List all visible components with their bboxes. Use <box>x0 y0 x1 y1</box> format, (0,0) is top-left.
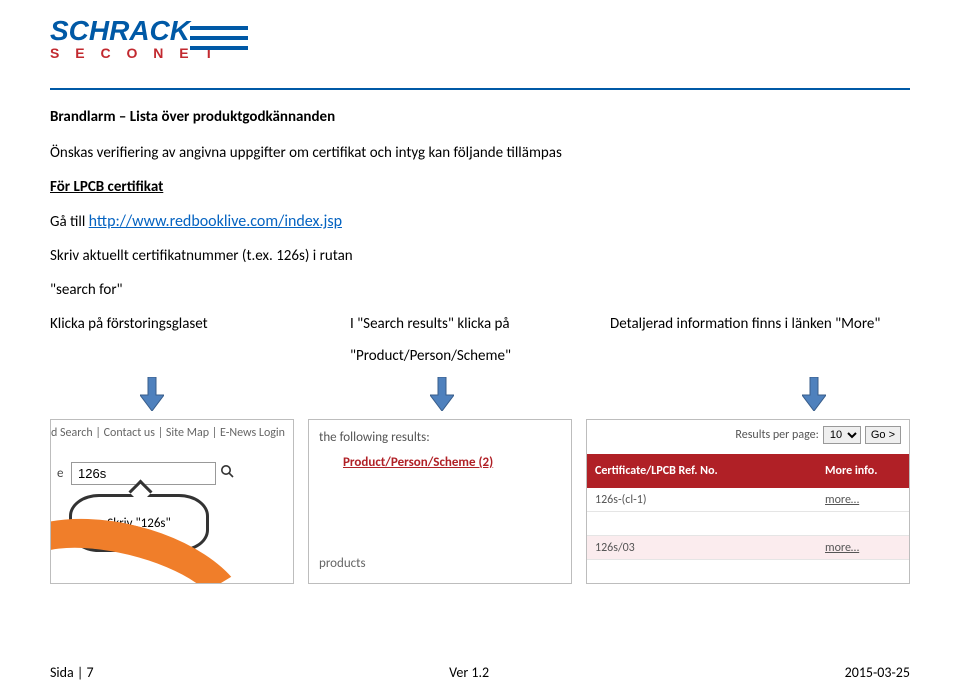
footer-page: Sida | 7 <box>50 664 94 681</box>
cell-ref: 126s-(cl-1) <box>587 493 825 507</box>
logo: SCHRACK S E C O N E T <box>50 18 910 86</box>
arrow-down-icon <box>802 377 826 411</box>
table-row: 126s-(cl-1) more… <box>587 488 909 512</box>
page-title: Brandlarm – Lista över produktgodkännand… <box>50 108 910 126</box>
logo-top: SCHRACK <box>50 18 910 43</box>
panel-results-link: the following results: Product/Person/Sc… <box>308 419 572 584</box>
goto-prefix: Gå till <box>50 213 89 231</box>
logo-bottom: S E C O N E T <box>50 45 910 61</box>
arrows-row <box>50 377 910 417</box>
more-link[interactable]: more… <box>825 541 909 555</box>
intro-text: Önskas verifiering av angivna uppgifter … <box>50 144 910 162</box>
panel1-search-row: e <box>57 462 238 485</box>
arrow-down-icon <box>430 377 454 411</box>
footer-date: 2015-03-25 <box>845 664 910 681</box>
page-footer: Sida | 7 Ver 1.2 2015-03-25 <box>50 664 910 681</box>
panel-results-table: Results per page: 10 Go > Certificate/LP… <box>586 419 910 584</box>
table-row <box>587 512 909 536</box>
instruction-columns: Klicka på förstoringsglaset I "Search re… <box>50 315 910 365</box>
panel2-link[interactable]: Product/Person/Scheme (2) <box>309 451 571 480</box>
panel3-top: Results per page: 10 Go > <box>587 420 909 450</box>
results-per-page-select[interactable]: 10 <box>823 426 861 444</box>
instruction-2: "search for" <box>50 281 910 299</box>
table-header-ref: Certificate/LPCB Ref. No. <box>587 464 825 478</box>
panel1-e: e <box>57 466 71 481</box>
col-3: Detaljerad information finns i länken "M… <box>610 315 910 365</box>
redbook-link[interactable]: http://www.redbooklive.com/index.jsp <box>89 212 342 231</box>
search-icon[interactable] <box>216 464 238 483</box>
go-button[interactable]: Go > <box>865 426 901 444</box>
subheading: För LPCB certifikat <box>50 178 910 196</box>
more-link[interactable]: more… <box>825 493 909 507</box>
footer-version: Ver 1.2 <box>449 664 489 681</box>
goto-line: Gå till http://www.redbooklive.com/index… <box>50 212 910 231</box>
instruction-1: Skriv aktuellt certifikatnummer (t.ex. 1… <box>50 247 910 265</box>
col-1: Klicka på förstoringsglaset <box>50 315 330 365</box>
screenshot-panels: d Search | Contact us | Site Map | E-New… <box>50 419 910 584</box>
panel2-text: the following results: <box>309 420 571 451</box>
col-2a: I "Search results" klicka på <box>350 315 590 333</box>
col-2: I "Search results" klicka på "Product/Pe… <box>350 315 590 365</box>
panel1-toplinks: d Search | Contact us | Site Map | E-New… <box>51 420 293 440</box>
table-header: Certificate/LPCB Ref. No. More info. <box>587 454 909 488</box>
header-divider <box>50 88 910 90</box>
col-2b: "Product/Person/Scheme" <box>350 347 590 365</box>
arrow-down-icon <box>140 377 164 411</box>
panel2-products: products <box>309 480 571 571</box>
results-per-page-label: Results per page: <box>735 428 818 442</box>
panel-search: d Search | Contact us | Site Map | E-New… <box>50 419 294 584</box>
table-header-more: More info. <box>825 464 909 478</box>
results-table: Certificate/LPCB Ref. No. More info. 126… <box>587 454 909 560</box>
logo-stripes <box>190 26 248 56</box>
table-row: 126s/03 more… <box>587 536 909 560</box>
cell-ref: 126s/03 <box>587 541 825 555</box>
